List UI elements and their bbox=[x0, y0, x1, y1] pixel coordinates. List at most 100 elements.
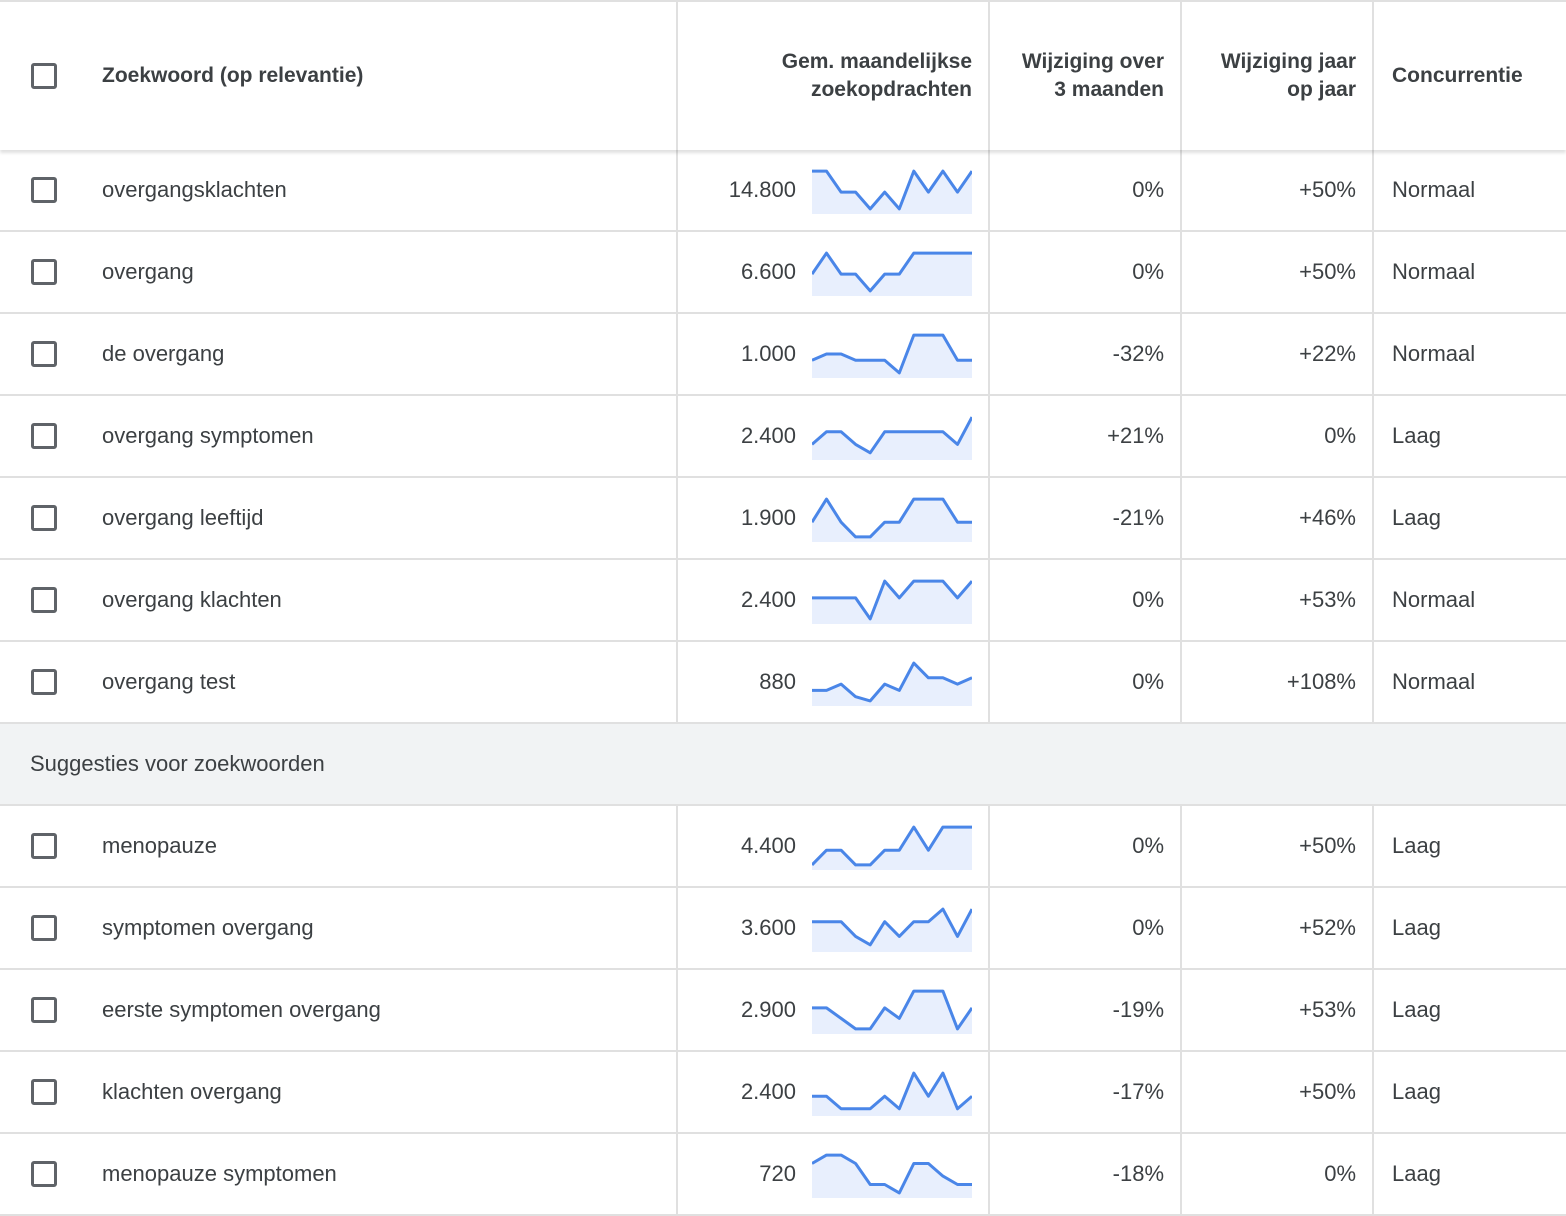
change-yoy-cell: 0% bbox=[1180, 396, 1372, 476]
row-checkbox[interactable] bbox=[31, 1161, 57, 1187]
table-row[interactable]: eerste symptomen overgang 2.900 -19% +53… bbox=[0, 970, 1566, 1052]
row-checkbox-cell bbox=[0, 1134, 92, 1214]
row-checkbox-cell bbox=[0, 232, 92, 312]
table-row[interactable]: overgang 6.600 0% +50% Normaal bbox=[0, 232, 1566, 314]
header-volume[interactable]: Gem. maandelijkse zoekopdrachten bbox=[676, 2, 988, 150]
section-label: Suggesties voor zoekwoorden bbox=[30, 751, 325, 776]
row-checkbox[interactable] bbox=[31, 833, 57, 859]
trend-line bbox=[812, 579, 972, 621]
table-row[interactable]: overgang test 880 0% +108% Normaal bbox=[0, 642, 1566, 724]
change-yoy-value: +50% bbox=[1299, 833, 1356, 858]
row-checkbox-cell bbox=[0, 888, 92, 968]
volume-value: 2.400 bbox=[740, 587, 796, 612]
row-checkbox[interactable] bbox=[31, 341, 57, 367]
change-3m-cell: +21% bbox=[988, 396, 1180, 476]
change-3m-value: 0% bbox=[1132, 177, 1164, 202]
competition-value: Normaal bbox=[1392, 669, 1476, 694]
header-volume-line1: Gem. maandelijkse bbox=[781, 50, 972, 73]
competition-cell: Normaal bbox=[1372, 642, 1566, 722]
table-row[interactable]: overgangsklachten 14.800 0% +50% Normaal bbox=[0, 150, 1566, 232]
trend-sparkline bbox=[812, 989, 972, 1034]
change-3m-value: -17% bbox=[1112, 1079, 1164, 1104]
keyword-cell: overgangsklachten bbox=[102, 150, 672, 230]
table-row[interactable]: overgang symptomen 2.400 +21% 0% Laag bbox=[0, 396, 1566, 478]
change-3m-value: 0% bbox=[1132, 587, 1164, 612]
change-yoy-value: +50% bbox=[1299, 1079, 1356, 1104]
row-checkbox[interactable] bbox=[31, 915, 57, 941]
change-yoy-cell: +22% bbox=[1180, 314, 1372, 394]
change-3m-cell: -32% bbox=[988, 314, 1180, 394]
volume-cell: 2.400 bbox=[676, 1052, 988, 1132]
header-competition[interactable]: Concurrentie bbox=[1372, 2, 1566, 150]
trend-area bbox=[812, 827, 972, 870]
row-checkbox[interactable] bbox=[31, 669, 57, 695]
keyword-cell: overgang symptomen bbox=[102, 396, 672, 476]
row-checkbox[interactable] bbox=[31, 997, 57, 1023]
trend-sparkline bbox=[812, 169, 972, 214]
row-checkbox[interactable] bbox=[31, 177, 57, 203]
volume-cell: 880 bbox=[676, 642, 988, 722]
row-checkbox[interactable] bbox=[31, 1079, 57, 1105]
competition-value: Laag bbox=[1392, 505, 1441, 530]
change-yoy-cell: +52% bbox=[1180, 888, 1372, 968]
keyword-cell: overgang leeftijd bbox=[102, 478, 672, 558]
competition-value: Laag bbox=[1392, 915, 1441, 940]
table-row[interactable]: de overgang 1.000 -32% +22% Normaal bbox=[0, 314, 1566, 396]
table-row[interactable]: symptomen overgang 3.600 0% +52% Laag bbox=[0, 888, 1566, 970]
change-yoy-cell: +46% bbox=[1180, 478, 1372, 558]
trend-sparkline bbox=[812, 1071, 972, 1116]
select-all-checkbox[interactable] bbox=[31, 63, 57, 89]
row-checkbox[interactable] bbox=[31, 587, 57, 613]
table-row[interactable]: menopauze 4.400 0% +50% Laag bbox=[0, 806, 1566, 888]
change-3m-value: 0% bbox=[1132, 833, 1164, 858]
volume-value: 880 bbox=[759, 669, 796, 694]
competition-cell: Normaal bbox=[1372, 560, 1566, 640]
keyword-cell: overgang bbox=[102, 232, 672, 312]
keyword-text: overgang leeftijd bbox=[102, 505, 264, 530]
volume-value: 6.600 bbox=[740, 259, 796, 284]
change-3m-value: -21% bbox=[1112, 505, 1164, 530]
change-yoy-value: 0% bbox=[1324, 423, 1356, 448]
keyword-cell: eerste symptomen overgang bbox=[102, 970, 672, 1050]
row-checkbox[interactable] bbox=[31, 423, 57, 449]
table-row[interactable]: overgang klachten 2.400 0% +53% Normaal bbox=[0, 560, 1566, 642]
header-change-yoy[interactable]: Wijziging jaar op jaar bbox=[1180, 2, 1372, 150]
volume-cell: 2.400 bbox=[676, 396, 988, 476]
competition-value: Laag bbox=[1392, 423, 1441, 448]
change-yoy-cell: +50% bbox=[1180, 806, 1372, 886]
volume-value: 1.000 bbox=[740, 341, 796, 366]
keyword-cell: symptomen overgang bbox=[102, 888, 672, 968]
table-row[interactable]: klachten overgang 2.400 -17% +50% Laag bbox=[0, 1052, 1566, 1134]
volume-value: 1.900 bbox=[740, 505, 796, 530]
competition-value: Normaal bbox=[1392, 177, 1476, 202]
header-keyword[interactable]: Zoekwoord (op relevantie) bbox=[102, 2, 672, 150]
trend-line bbox=[812, 497, 972, 539]
volume-cell: 4.400 bbox=[676, 806, 988, 886]
change-3m-value: 0% bbox=[1132, 669, 1164, 694]
trend-area bbox=[812, 991, 972, 1034]
header-change-3m-line2: 3 maanden bbox=[1054, 78, 1164, 101]
table-row[interactable]: menopauze symptomen 720 -18% 0% Laag bbox=[0, 1134, 1566, 1216]
competition-cell: Laag bbox=[1372, 888, 1566, 968]
competition-cell: Normaal bbox=[1372, 150, 1566, 230]
volume-value: 2.400 bbox=[740, 423, 796, 448]
trend-area bbox=[812, 335, 972, 378]
header-keyword-label: Zoekwoord (op relevantie) bbox=[102, 64, 364, 87]
keyword-text: overgang test bbox=[102, 669, 236, 694]
change-yoy-value: +46% bbox=[1299, 505, 1356, 530]
keyword-cell: de overgang bbox=[102, 314, 672, 394]
header-change-3m[interactable]: Wijziging over 3 maanden bbox=[988, 2, 1180, 150]
keyword-text: menopauze symptomen bbox=[102, 1161, 337, 1186]
trend-line bbox=[812, 825, 972, 867]
row-checkbox-cell bbox=[0, 150, 92, 230]
table-row[interactable]: overgang leeftijd 1.900 -21% +46% Laag bbox=[0, 478, 1566, 560]
trend-line bbox=[812, 251, 972, 293]
keyword-cell: overgang klachten bbox=[102, 560, 672, 640]
change-3m-cell: -17% bbox=[988, 1052, 1180, 1132]
row-checkbox[interactable] bbox=[31, 505, 57, 531]
trend-area bbox=[812, 417, 972, 460]
row-checkbox[interactable] bbox=[31, 259, 57, 285]
change-3m-value: -18% bbox=[1112, 1161, 1164, 1186]
row-checkbox-cell bbox=[0, 806, 92, 886]
